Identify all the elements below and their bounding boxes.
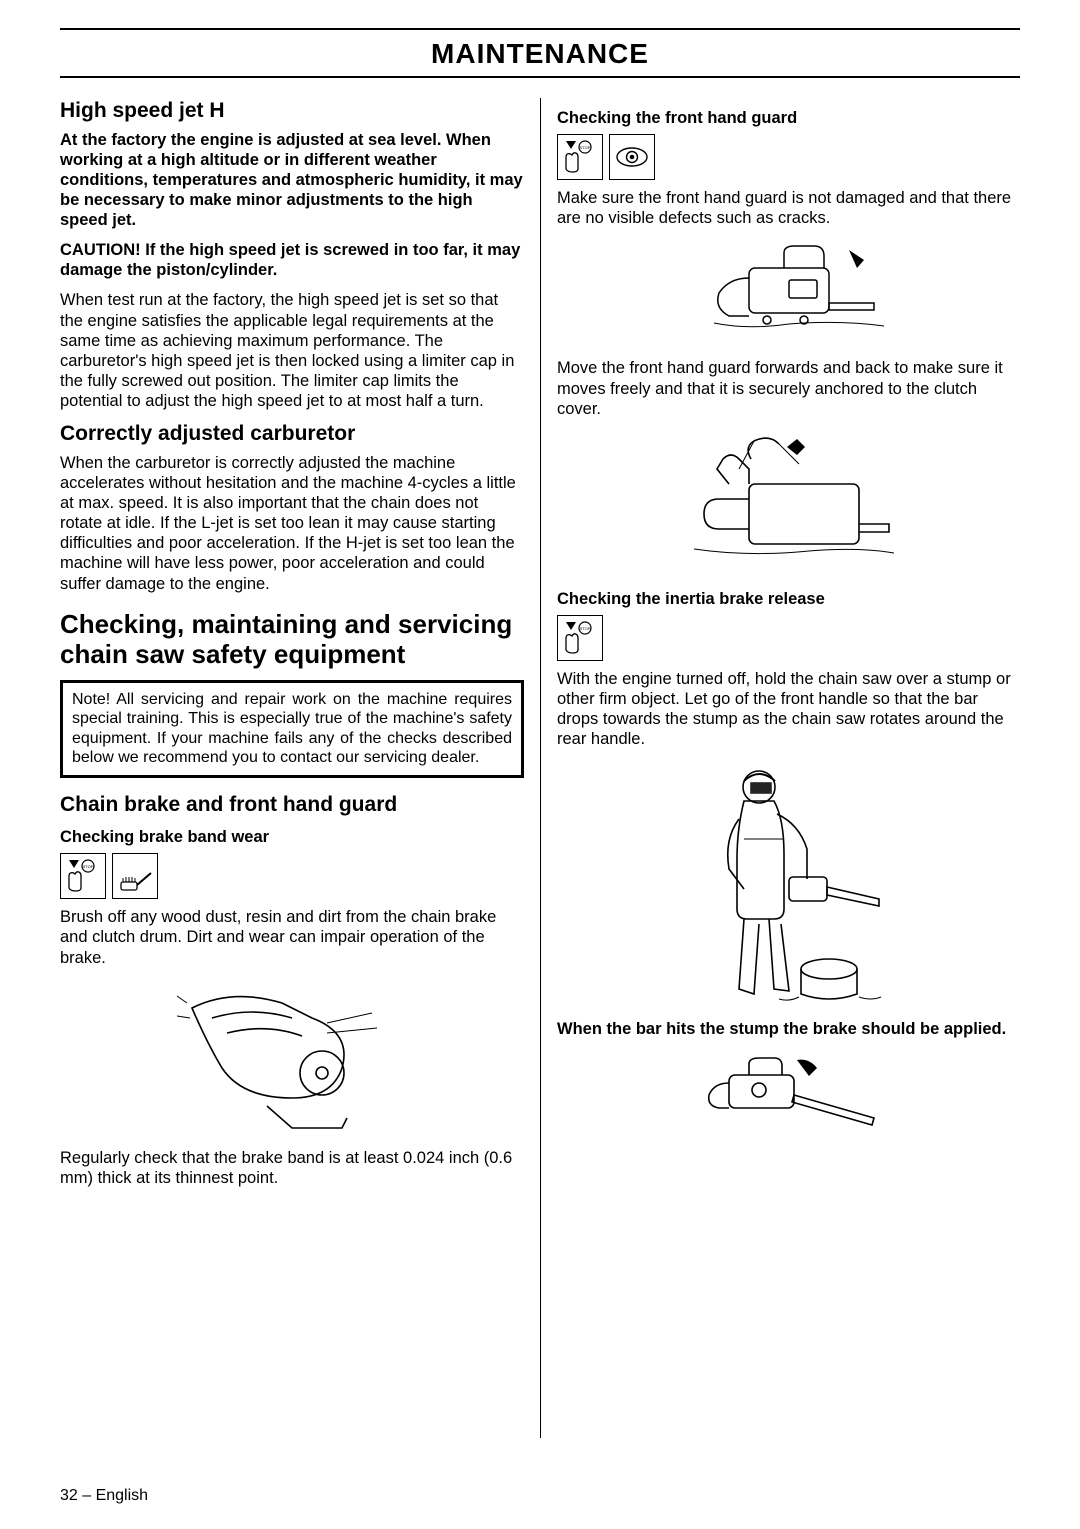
svg-text:STOP: STOP bbox=[580, 626, 591, 631]
chain-brake-heading: Chain brake and front hand guard bbox=[60, 792, 524, 818]
left-column: High speed jet H At the factory the engi… bbox=[60, 98, 540, 1438]
title-underline bbox=[60, 76, 1020, 78]
front-guard-p2: Move the front hand guard forwards and b… bbox=[557, 358, 1020, 418]
stop-hand-icon: STOP bbox=[557, 615, 603, 661]
stop-hand-icon: STOP bbox=[60, 853, 106, 899]
right-column: Checking the front hand guard STOP Make … bbox=[540, 98, 1020, 1438]
check-band-p1: Brush off any wood dust, resin and dirt … bbox=[60, 907, 524, 967]
high-speed-jet-heading: High speed jet H bbox=[60, 98, 524, 124]
stop-hand-icon: STOP bbox=[557, 134, 603, 180]
columns: High speed jet H At the factory the engi… bbox=[60, 98, 1020, 1438]
inertia-heading: Checking the inertia brake release bbox=[557, 589, 1020, 609]
brush-icon bbox=[112, 853, 158, 899]
chainsaw-bar-drop-illustration bbox=[557, 1050, 1020, 1145]
inertia-icon-row: STOP bbox=[557, 615, 1020, 661]
carburetor-heading: Correctly adjusted carburetor bbox=[60, 421, 524, 447]
high-speed-jet-body: When test run at the factory, the high s… bbox=[60, 290, 524, 411]
page-title: MAINTENANCE bbox=[60, 36, 1020, 76]
bar-hits-text: When the bar hits the stump the brake sh… bbox=[557, 1019, 1020, 1039]
high-speed-jet-caution: CAUTION! If the high speed jet is screwe… bbox=[60, 240, 524, 280]
brake-band-icon-row: STOP bbox=[60, 853, 524, 899]
chainsaw-side-illustration bbox=[557, 238, 1020, 348]
chainsaw-top-hand-illustration bbox=[557, 429, 1020, 579]
check-band-p2: Regularly check that the brake band is a… bbox=[60, 1148, 524, 1188]
front-guard-p1: Make sure the front hand guard is not da… bbox=[557, 188, 1020, 228]
front-guard-icon-row: STOP bbox=[557, 134, 1020, 180]
top-rule bbox=[60, 28, 1020, 30]
carburetor-body: When the carburetor is correctly adjuste… bbox=[60, 453, 524, 594]
person-holding-saw-illustration bbox=[557, 759, 1020, 1009]
brake-band-illustration bbox=[60, 978, 524, 1138]
svg-text:STOP: STOP bbox=[83, 864, 94, 869]
eye-icon bbox=[609, 134, 655, 180]
check-band-heading: Checking brake band wear bbox=[60, 827, 524, 847]
front-guard-heading: Checking the front hand guard bbox=[557, 108, 1020, 128]
high-speed-jet-intro: At the factory the engine is adjusted at… bbox=[60, 130, 524, 231]
note-box: Note! All servicing and repair work on t… bbox=[60, 680, 524, 778]
page-footer: 32 – English bbox=[60, 1487, 148, 1505]
svg-text:STOP: STOP bbox=[580, 145, 591, 150]
checking-heading: Checking, maintaining and servicing chai… bbox=[60, 610, 524, 670]
inertia-p1: With the engine turned off, hold the cha… bbox=[557, 669, 1020, 750]
